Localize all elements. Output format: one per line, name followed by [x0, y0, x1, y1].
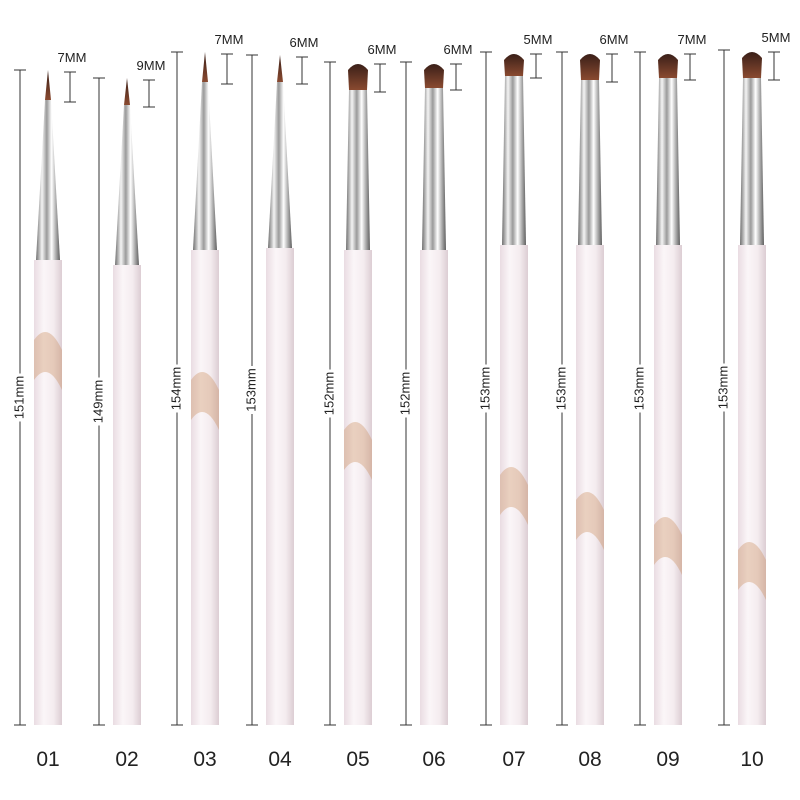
- tip-label: 7MM: [678, 32, 707, 47]
- length-label-bg: [91, 377, 107, 426]
- brush-bristles: [580, 54, 600, 80]
- marble-vein: [344, 422, 372, 480]
- length-label-bg: [398, 369, 414, 418]
- brush: 153mm 7MM 09: [631, 32, 706, 771]
- brush-handle: [344, 250, 372, 725]
- brush-ferrule: [346, 90, 370, 250]
- length-label-bg: [632, 364, 648, 413]
- brush: 152mm 6MM 06: [397, 42, 472, 771]
- length-label-bg: [12, 373, 28, 422]
- brush-handle: [654, 245, 682, 725]
- marble-vein: [576, 492, 604, 550]
- length-label: 153mm: [715, 366, 730, 409]
- brush-number: 03: [193, 748, 216, 771]
- brush-bristles: [277, 55, 283, 82]
- length-label: 153mm: [553, 367, 568, 410]
- brush-ferrule: [740, 78, 764, 245]
- brush: 151mm 7MM 01: [11, 50, 86, 771]
- length-label: 154mm: [168, 367, 183, 410]
- brush-number: 04: [268, 748, 292, 771]
- brush-ferrule: [578, 80, 602, 245]
- brush-bristles: [504, 54, 524, 76]
- brush-handle: [500, 245, 528, 725]
- brush-ferrule: [422, 88, 446, 250]
- brush-handle: [266, 248, 294, 725]
- brush-number: 07: [502, 748, 525, 771]
- brush-handle: [738, 245, 766, 725]
- length-label: 152mm: [321, 372, 336, 415]
- brush-number: 06: [422, 748, 445, 771]
- brush-bristles: [348, 64, 368, 90]
- marble-vein: [500, 467, 528, 525]
- length-label: 153mm: [243, 368, 258, 411]
- brush: 153mm 5MM 07: [477, 32, 552, 771]
- tip-label: 5MM: [524, 32, 553, 47]
- brush: 153mm 5MM 10: [715, 30, 790, 771]
- brush-handle: [113, 265, 141, 725]
- brush-bristles: [124, 78, 130, 105]
- length-label: 149mm: [90, 380, 105, 423]
- brush-ferrule: [36, 100, 60, 260]
- brush-number: 10: [740, 748, 763, 771]
- tip-label: 5MM: [762, 30, 791, 45]
- length-label-bg: [478, 364, 494, 413]
- marble-vein: [34, 332, 62, 390]
- length-label-bg: [554, 364, 570, 413]
- brush: 149mm 9MM 02: [90, 58, 165, 771]
- brush-number: 02: [115, 748, 138, 771]
- brush-bristles: [742, 52, 762, 78]
- brush-bristles: [658, 54, 678, 78]
- tip-label: 7MM: [215, 32, 244, 47]
- length-label-bg: [716, 363, 732, 412]
- length-label: 153mm: [631, 367, 646, 410]
- brush-bristles: [424, 64, 444, 88]
- length-label: 152mm: [397, 372, 412, 415]
- tip-label: 7MM: [58, 50, 87, 65]
- brush-ferrule: [268, 82, 292, 248]
- brush: 154mm 7MM 03: [168, 32, 243, 771]
- brush-ferrule: [502, 76, 526, 245]
- length-label-bg: [244, 366, 260, 414]
- brush-number: 09: [656, 748, 679, 771]
- brush: 152mm 6MM 05: [321, 42, 396, 771]
- tip-label: 9MM: [137, 58, 166, 73]
- length-label-bg: [169, 364, 185, 413]
- brush-number: 08: [578, 748, 601, 771]
- tip-label: 6MM: [444, 42, 473, 57]
- brush-bristles: [45, 70, 51, 100]
- brush-handle: [191, 250, 219, 725]
- marble-vein: [738, 542, 766, 600]
- tip-label: 6MM: [368, 42, 397, 57]
- brush-handle: [576, 245, 604, 725]
- length-label: 151mm: [11, 376, 26, 419]
- brush-number: 01: [36, 748, 59, 771]
- brush-bristles: [202, 52, 208, 82]
- brush-number: 05: [346, 748, 369, 771]
- marble-vein: [654, 517, 682, 575]
- brush-ferrule: [115, 105, 139, 265]
- length-label-bg: [322, 369, 338, 418]
- brush-handle: [420, 250, 448, 725]
- brush: 153mm 6MM 08: [553, 32, 628, 771]
- brush-ferrule: [193, 82, 217, 250]
- tip-label: 6MM: [290, 35, 319, 50]
- brush: 153mm 6MM 04: [243, 35, 318, 771]
- marble-vein: [191, 372, 219, 430]
- brush-handle: [34, 260, 62, 725]
- length-label: 153mm: [477, 367, 492, 410]
- tip-label: 6MM: [600, 32, 629, 47]
- brush-ferrule: [656, 78, 680, 245]
